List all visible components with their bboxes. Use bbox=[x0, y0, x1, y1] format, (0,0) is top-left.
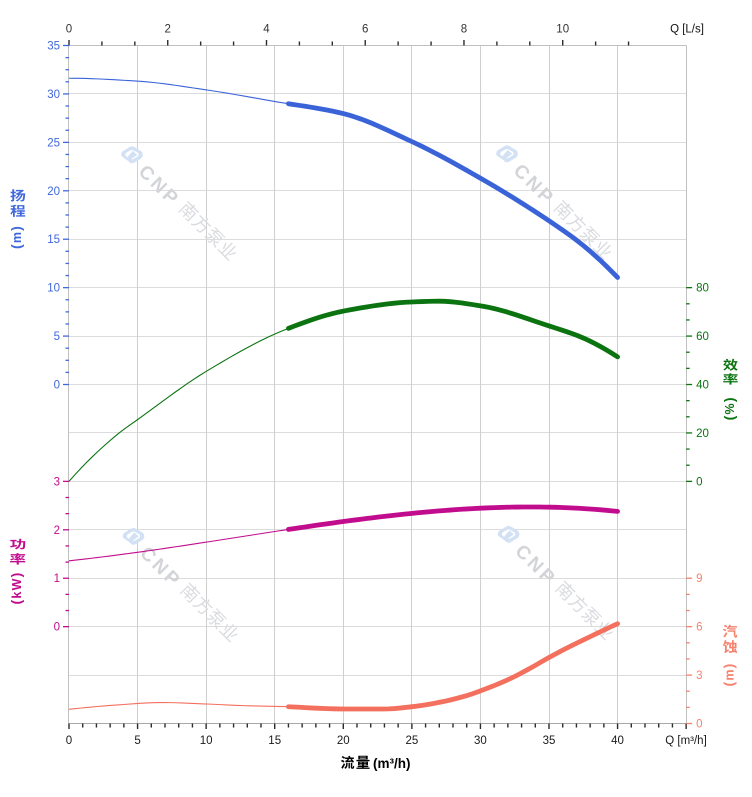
svg-text:1: 1 bbox=[54, 573, 60, 585]
svg-text:6: 6 bbox=[362, 24, 368, 36]
svg-text:35: 35 bbox=[543, 735, 556, 747]
svg-text:(%): (%) bbox=[721, 396, 737, 420]
svg-text:2: 2 bbox=[165, 24, 171, 36]
svg-text:Q [L/s]: Q [L/s] bbox=[670, 24, 704, 36]
svg-text:20: 20 bbox=[47, 186, 60, 198]
svg-text:8: 8 bbox=[461, 24, 467, 36]
svg-text:0: 0 bbox=[66, 735, 72, 747]
svg-text:20: 20 bbox=[696, 428, 709, 440]
svg-text:10: 10 bbox=[200, 735, 213, 747]
svg-text:(m): (m) bbox=[720, 662, 736, 686]
svg-text:60: 60 bbox=[696, 331, 709, 343]
svg-text:35: 35 bbox=[47, 41, 60, 53]
svg-text:5: 5 bbox=[54, 331, 60, 343]
svg-text:25: 25 bbox=[47, 137, 60, 149]
svg-text:10: 10 bbox=[47, 283, 60, 295]
svg-text:4: 4 bbox=[263, 24, 270, 36]
svg-text:15: 15 bbox=[47, 234, 60, 246]
svg-text:40: 40 bbox=[696, 380, 709, 392]
svg-text:40: 40 bbox=[611, 735, 624, 747]
svg-text:(kW): (kW) bbox=[8, 572, 24, 605]
svg-text:20: 20 bbox=[337, 735, 350, 747]
svg-text:(m³/h): (m³/h) bbox=[373, 756, 411, 771]
svg-text:15: 15 bbox=[268, 735, 281, 747]
svg-text:80: 80 bbox=[696, 283, 709, 295]
svg-text:6: 6 bbox=[696, 622, 702, 634]
svg-text:9: 9 bbox=[696, 573, 702, 585]
svg-text:0: 0 bbox=[696, 719, 702, 731]
svg-text:2: 2 bbox=[54, 525, 60, 537]
svg-text:Q [m³/h]: Q [m³/h] bbox=[665, 735, 707, 747]
svg-text:30: 30 bbox=[474, 735, 487, 747]
svg-text:5: 5 bbox=[134, 735, 140, 747]
svg-text:0: 0 bbox=[54, 622, 60, 634]
svg-text:0: 0 bbox=[54, 380, 60, 392]
svg-text:3: 3 bbox=[696, 670, 702, 682]
svg-text:30: 30 bbox=[47, 89, 60, 101]
svg-text:3: 3 bbox=[54, 476, 60, 488]
svg-text:10: 10 bbox=[556, 24, 569, 36]
svg-text:25: 25 bbox=[405, 735, 418, 747]
svg-text:0: 0 bbox=[66, 24, 72, 36]
svg-text:0: 0 bbox=[696, 476, 702, 488]
svg-text:(m): (m) bbox=[8, 225, 24, 249]
